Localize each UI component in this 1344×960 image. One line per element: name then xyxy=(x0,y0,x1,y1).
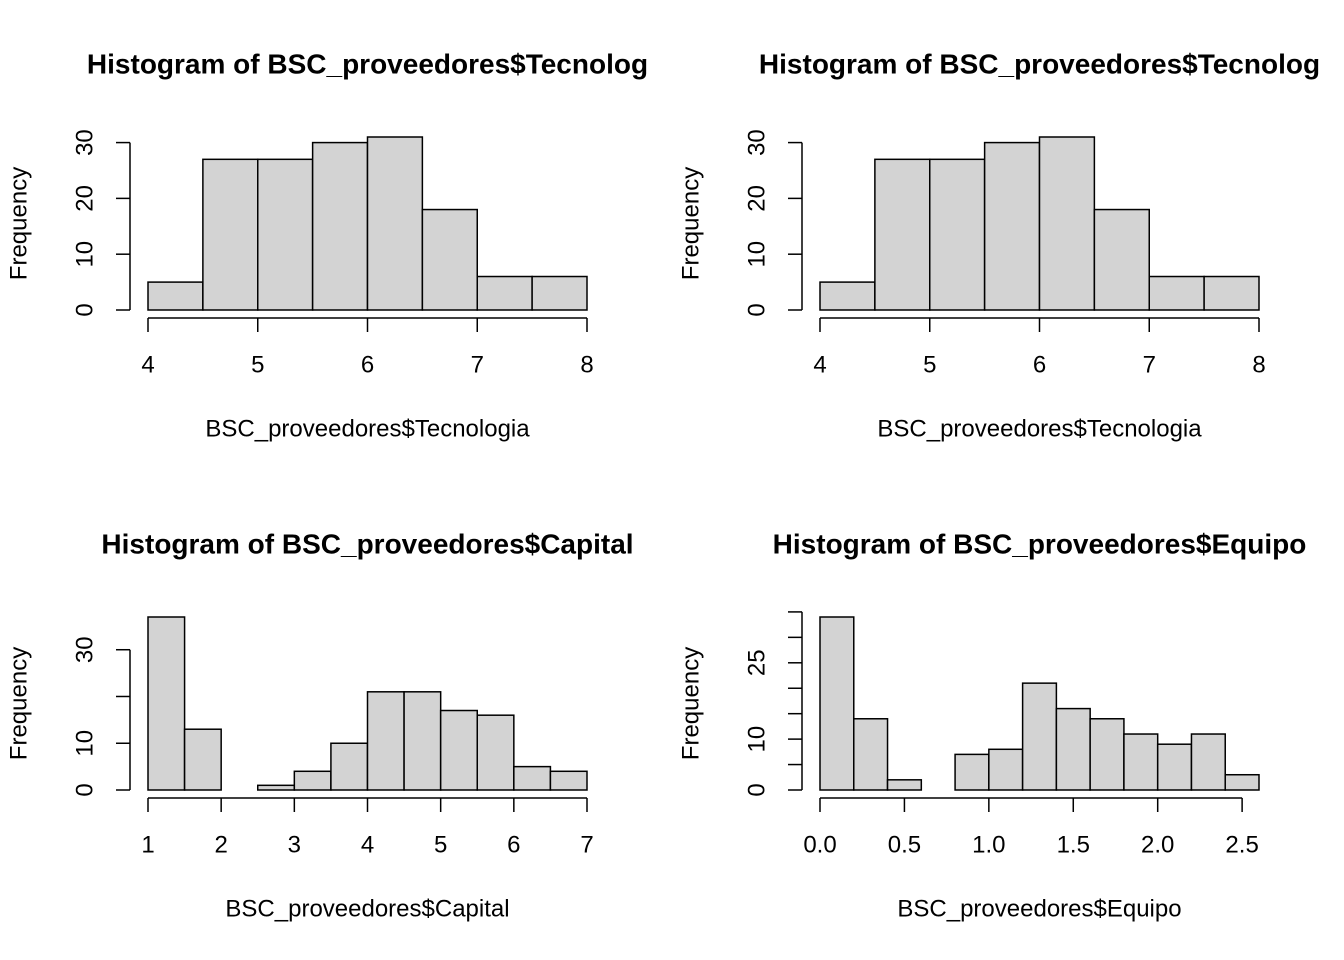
y-tick-label: 30 xyxy=(71,636,98,663)
x-axis-label: BSC_proveedores$Tecnologia xyxy=(877,415,1202,442)
x-tick-label: 1.5 xyxy=(1057,831,1090,858)
chart-title: Histogram of BSC_proveedores$Capital xyxy=(101,528,633,559)
x-tick-label: 7 xyxy=(580,831,593,858)
x-tick-label: 1.0 xyxy=(972,831,1005,858)
x-tick-label: 4 xyxy=(361,831,374,858)
bar xyxy=(929,158,986,311)
x-tick-label: 2.0 xyxy=(1141,831,1174,858)
chart-title: Histogram of BSC_proveedores$Equipo xyxy=(773,528,1307,559)
x-tick-label: 6 xyxy=(361,351,374,378)
bar xyxy=(1055,707,1091,791)
bar xyxy=(366,136,424,311)
bar xyxy=(1021,682,1058,791)
y-tick-label: 20 xyxy=(743,185,770,212)
y-tick-label: 30 xyxy=(71,129,98,156)
x-tick-label: 1 xyxy=(141,831,154,858)
bar xyxy=(293,770,332,791)
bar xyxy=(853,718,889,791)
bar xyxy=(1190,733,1226,791)
x-tick-label: 2 xyxy=(214,831,227,858)
x-axis-label: BSC_proveedores$Capital xyxy=(225,895,509,922)
x-axis-label: BSC_proveedores$Tecnologia xyxy=(205,415,530,442)
bar xyxy=(183,728,222,791)
bar xyxy=(988,748,1024,791)
y-tick-label: 30 xyxy=(743,129,770,156)
bar xyxy=(1093,208,1150,311)
y-tick-label: 10 xyxy=(743,726,770,753)
bar xyxy=(874,158,931,311)
x-tick-label: 8 xyxy=(580,351,593,378)
panel: Histogram of BSC_proveedores$Equipo BSC_p… xyxy=(677,528,1306,922)
y-tick-label: 10 xyxy=(743,241,770,268)
x-tick-label: 2.5 xyxy=(1225,831,1258,858)
bar xyxy=(513,765,552,791)
bar xyxy=(202,158,259,311)
bar xyxy=(954,753,990,791)
y-tick-label: 0 xyxy=(743,783,770,796)
bar xyxy=(1123,733,1159,791)
x-tick-label: 0.5 xyxy=(888,831,921,858)
x-tick-label: 5 xyxy=(434,831,447,858)
y-tick-label: 20 xyxy=(71,185,98,212)
bar xyxy=(1156,743,1193,791)
y-tick-label: 0 xyxy=(71,303,98,316)
y-axis-label: Frequency xyxy=(677,167,704,280)
bar xyxy=(330,742,369,791)
x-tick-label: 6 xyxy=(1033,351,1046,378)
chart-title: Histogram of BSC_proveedores$Tecnolog xyxy=(87,48,648,79)
panel: Histogram of BSC_proveedores$Tecnolog BSC… xyxy=(677,48,1320,442)
bar xyxy=(476,714,515,791)
x-tick-label: 4 xyxy=(141,351,154,378)
x-tick-label: 7 xyxy=(1143,351,1156,378)
x-tick-label: 5 xyxy=(251,351,264,378)
bar xyxy=(531,275,588,311)
panel: Histogram of BSC_proveedores$Capital BSC_… xyxy=(5,528,633,922)
y-axis-label: Frequency xyxy=(5,647,32,760)
x-tick-label: 8 xyxy=(1252,351,1265,378)
bar xyxy=(147,281,204,311)
bar xyxy=(439,709,478,791)
bar xyxy=(421,208,478,311)
bar xyxy=(819,616,855,791)
bar xyxy=(147,616,186,791)
bar xyxy=(1089,718,1125,791)
x-tick-label: 4 xyxy=(813,351,826,378)
chart-title: Histogram of BSC_proveedores$Tecnolog xyxy=(759,48,1320,79)
bar xyxy=(886,779,923,791)
bar xyxy=(257,158,314,311)
bar xyxy=(549,770,588,791)
x-tick-label: 7 xyxy=(471,351,484,378)
x-tick-label: 3 xyxy=(288,831,301,858)
bar xyxy=(1148,275,1205,311)
y-tick-label: 0 xyxy=(743,303,770,316)
x-tick-label: 5 xyxy=(923,351,936,378)
bar xyxy=(1224,773,1260,791)
panel: Histogram of BSC_proveedores$Tecnolog BSC… xyxy=(5,48,648,442)
y-axis-label: Frequency xyxy=(5,167,32,280)
bar xyxy=(257,784,296,791)
x-axis-label: BSC_proveedores$Equipo xyxy=(897,895,1181,922)
x-tick-label: 0.0 xyxy=(803,831,836,858)
y-tick-label: 10 xyxy=(71,730,98,757)
y-tick-label: 25 xyxy=(743,649,770,676)
bar xyxy=(1038,136,1096,311)
y-axis-label: Frequency xyxy=(677,647,704,760)
y-tick-label: 10 xyxy=(71,241,98,268)
bar xyxy=(819,281,876,311)
bar xyxy=(311,141,369,311)
bar xyxy=(403,691,442,791)
bar xyxy=(366,691,405,791)
y-tick-label: 0 xyxy=(71,783,98,796)
bar xyxy=(476,275,533,311)
bar xyxy=(983,141,1041,311)
bar xyxy=(1203,275,1260,311)
x-tick-label: 6 xyxy=(507,831,520,858)
